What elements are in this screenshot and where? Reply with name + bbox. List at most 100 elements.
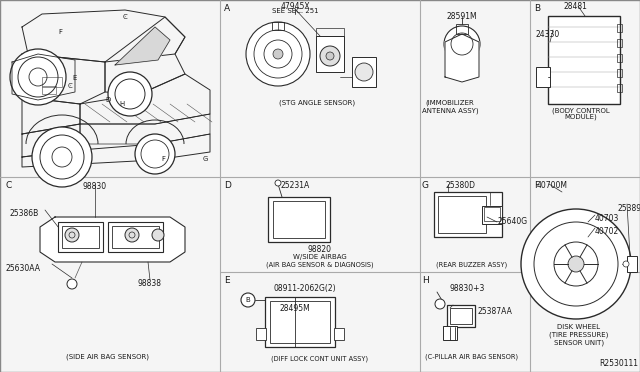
Text: 28495M: 28495M	[280, 304, 310, 313]
Bar	[334, 328, 344, 340]
Text: W/SIDE AIRBAG: W/SIDE AIRBAG	[293, 254, 347, 260]
Bar	[69, 281, 75, 287]
Circle shape	[246, 22, 310, 86]
Text: 25231A: 25231A	[280, 181, 310, 190]
Text: 98820: 98820	[308, 245, 332, 254]
Polygon shape	[80, 74, 210, 124]
Text: 25630AA: 25630AA	[5, 264, 40, 273]
Text: 25386B: 25386B	[10, 209, 39, 218]
Text: 98838: 98838	[138, 279, 162, 288]
Circle shape	[135, 134, 175, 174]
Bar	[548, 16, 620, 104]
Text: 25387AA: 25387AA	[477, 307, 512, 316]
Polygon shape	[22, 124, 80, 157]
Text: 47945X: 47945X	[280, 2, 310, 11]
Text: 28591M: 28591M	[447, 12, 477, 21]
Bar	[536, 67, 550, 87]
Bar	[270, 301, 330, 343]
Bar	[272, 22, 284, 30]
Bar	[484, 207, 500, 221]
Text: B: B	[246, 297, 250, 303]
Circle shape	[521, 209, 631, 319]
Text: (DIFF LOCK CONT UNIT ASSY): (DIFF LOCK CONT UNIT ASSY)	[271, 356, 369, 362]
Text: SENSOR UNIT): SENSOR UNIT)	[554, 340, 604, 346]
Bar	[268, 197, 330, 242]
Bar	[456, 24, 468, 34]
Bar	[617, 24, 622, 32]
Text: (SIDE AIR BAG SENSOR): (SIDE AIR BAG SENSOR)	[67, 353, 150, 360]
Bar	[273, 201, 325, 238]
Circle shape	[275, 180, 281, 186]
Bar	[256, 328, 266, 340]
Text: F: F	[58, 29, 62, 35]
Text: (REAR BUZZER ASSY): (REAR BUZZER ASSY)	[436, 262, 508, 269]
Text: F: F	[534, 181, 539, 190]
Text: 98830+3: 98830+3	[450, 284, 485, 293]
Circle shape	[32, 127, 92, 187]
Circle shape	[152, 229, 164, 241]
Polygon shape	[115, 27, 170, 65]
Circle shape	[125, 228, 139, 242]
Polygon shape	[22, 54, 105, 104]
Polygon shape	[12, 54, 75, 100]
Bar	[352, 57, 376, 87]
Text: (C-PILLAR AIR BAG SENSOR): (C-PILLAR AIR BAG SENSOR)	[426, 353, 518, 360]
Bar	[617, 84, 622, 92]
Text: H: H	[120, 101, 125, 107]
Text: C: C	[6, 181, 12, 190]
Bar	[617, 39, 622, 47]
Text: 98830: 98830	[83, 182, 107, 191]
Text: 40700M: 40700M	[537, 181, 568, 190]
Text: 08911-2062G(2): 08911-2062G(2)	[274, 284, 337, 293]
Text: G: G	[422, 181, 429, 190]
Circle shape	[320, 46, 340, 66]
Text: 25389B: 25389B	[617, 204, 640, 213]
Bar	[617, 69, 622, 77]
Text: F: F	[161, 156, 165, 162]
Bar	[265, 297, 335, 347]
Text: D: D	[224, 181, 231, 190]
Polygon shape	[22, 10, 185, 62]
Bar	[482, 206, 502, 224]
Circle shape	[568, 256, 584, 272]
Bar	[112, 226, 159, 248]
Text: DISK WHEEL: DISK WHEEL	[557, 324, 600, 330]
Polygon shape	[40, 217, 185, 262]
Text: 28481: 28481	[563, 2, 587, 11]
Text: H: H	[422, 276, 429, 285]
Text: G: G	[202, 156, 208, 162]
Polygon shape	[105, 17, 185, 94]
Polygon shape	[80, 114, 210, 144]
Circle shape	[435, 299, 445, 309]
Bar	[62, 226, 99, 248]
Text: B: B	[534, 4, 540, 13]
Polygon shape	[445, 34, 479, 82]
Text: (TIRE PRESSURE): (TIRE PRESSURE)	[549, 332, 609, 339]
Circle shape	[444, 26, 480, 62]
Text: 25640G: 25640G	[497, 218, 527, 227]
Circle shape	[67, 279, 77, 289]
Circle shape	[241, 293, 255, 307]
Bar	[316, 28, 344, 36]
Text: (STG ANGLE SENSOR): (STG ANGLE SENSOR)	[279, 100, 355, 106]
Circle shape	[326, 52, 334, 60]
Circle shape	[355, 63, 373, 81]
Text: E: E	[224, 276, 230, 285]
Text: ANTENNA ASSY): ANTENNA ASSY)	[422, 107, 478, 113]
Bar	[450, 308, 472, 324]
Bar	[438, 196, 486, 233]
Text: 40703: 40703	[595, 214, 620, 223]
Circle shape	[108, 72, 152, 116]
Bar	[42, 86, 56, 94]
Text: A: A	[224, 4, 230, 13]
Circle shape	[273, 49, 283, 59]
Text: (AIR BAG SENSOR & DIAGNOSIS): (AIR BAG SENSOR & DIAGNOSIS)	[266, 262, 374, 269]
Bar	[58, 222, 103, 252]
Bar	[617, 54, 622, 62]
Text: 24330: 24330	[535, 30, 559, 39]
Text: C: C	[123, 14, 127, 20]
Text: E: E	[73, 75, 77, 81]
Bar	[447, 305, 475, 327]
Bar	[627, 256, 637, 272]
Text: 40702: 40702	[595, 227, 620, 236]
